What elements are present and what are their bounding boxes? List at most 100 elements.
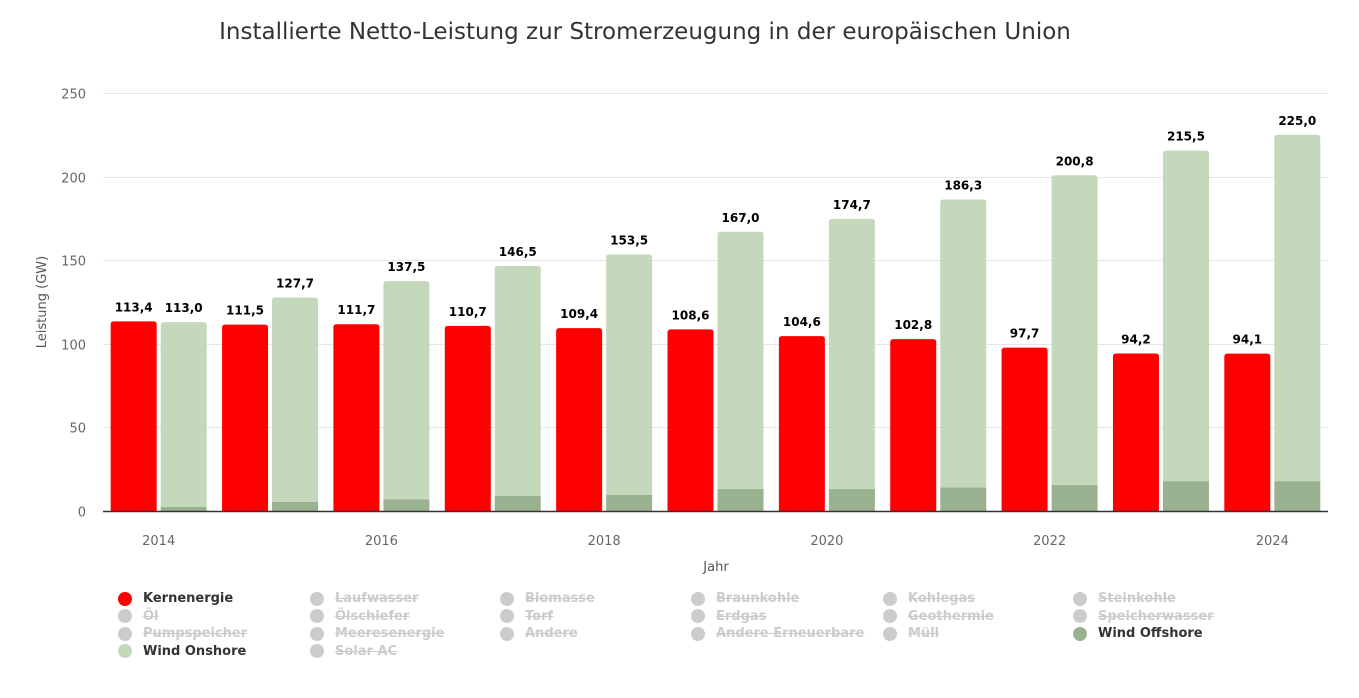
bar-wind-onshore [383, 281, 430, 500]
data-label-wind-total: 174,7 [833, 198, 871, 212]
bar-wind-offshore [1162, 481, 1209, 511]
bar-wind-offshore [940, 487, 987, 511]
legend-item-kernenergie[interactable]: Kernenergie [118, 590, 233, 607]
legend-item-laufwasser[interactable]: Laufwasser [310, 590, 418, 607]
bar-kernenergie [1224, 353, 1271, 511]
bar-kernenergie [667, 329, 714, 511]
data-label-wind-total: 153,5 [610, 233, 648, 247]
legend-marker-icon [500, 591, 514, 606]
bar-wind-onshore [1051, 175, 1098, 485]
y-tick-label: 250 [61, 88, 86, 103]
bar-wind-onshore [940, 199, 987, 488]
legend-item-öl[interactable]: Öl [118, 608, 159, 625]
legend-label: Andere [525, 626, 578, 641]
legend-item-torf[interactable]: Torf [500, 608, 553, 625]
legend-item-wind-onshore[interactable]: Wind Onshore [118, 643, 246, 660]
x-axis-title: Jahr [702, 560, 729, 575]
x-axis-ticks: 2014 2016 2018 2020 2022 2024 [142, 534, 1289, 549]
bar-wind-onshore [717, 231, 764, 489]
data-label-kernenergie: 94,1 [1233, 333, 1263, 347]
legend-marker-icon [1073, 609, 1087, 623]
data-labels: 113,4 113,0 111,5 127,7 111,7 137,5 110,7 146,5… [115, 114, 1317, 347]
bar-wind-offshore [828, 488, 875, 511]
bars [110, 134, 1321, 511]
legend-label: Braunkohle [716, 591, 800, 606]
legend-item-meeresenergie[interactable]: Meeresenergie [310, 625, 444, 642]
legend-marker-icon [118, 626, 132, 641]
legend-label: Kohlegas [908, 591, 976, 606]
legend-label: Pumpspeicher [143, 626, 248, 641]
legend-item-wind-offshore[interactable]: Wind Offshore [1073, 625, 1203, 642]
bar-kernenergie [890, 339, 937, 511]
legend-item-müll[interactable]: Müll [883, 625, 939, 642]
y-axis-title: Leistung (GW) [35, 256, 50, 348]
x-tick-label: 2018 [588, 534, 621, 549]
legend-marker-icon [118, 644, 132, 658]
data-label-kernenergie: 94,2 [1121, 332, 1151, 346]
legend-marker-icon [883, 591, 897, 606]
legend-marker-icon [691, 609, 705, 623]
data-label-kernenergie: 111,7 [337, 303, 375, 317]
x-tick-label: 2020 [810, 534, 843, 549]
bar-wind-offshore [494, 495, 541, 511]
y-tick-label: 200 [61, 172, 86, 187]
legend-label: Erdgas [716, 608, 767, 624]
data-label-wind-total: 127,7 [276, 276, 314, 290]
legend-item-biomasse[interactable]: Biomasse [500, 590, 595, 607]
chart-title: Installierte Netto-Leistung zur Stromerz… [219, 19, 1071, 45]
data-label-wind-total: 167,0 [722, 211, 760, 225]
bar-wind-onshore [1162, 150, 1209, 482]
bar-wind-offshore [717, 488, 764, 511]
legend-item-speicherwasser[interactable]: Speicherwasser [1073, 608, 1214, 625]
legend-item-pumpspeicher[interactable]: Pumpspeicher [118, 625, 247, 642]
legend-label: Wind Offshore [1098, 626, 1203, 641]
data-label-wind-total: 137,5 [387, 260, 425, 274]
legend-marker-icon [883, 626, 897, 641]
legend-label: Solar AC [335, 643, 398, 659]
data-label-kernenergie: 97,7 [1010, 327, 1040, 341]
x-tick-label: 2024 [1256, 534, 1289, 549]
legend-item-geothermie[interactable]: Geothermie [883, 608, 994, 625]
bar-wind-offshore [272, 501, 319, 511]
x-tick-label: 2014 [142, 534, 175, 549]
legend-label: Meeresenergie [335, 626, 445, 641]
bar-kernenergie [333, 324, 380, 511]
data-label-kernenergie: 102,8 [894, 318, 932, 332]
data-label-kernenergie: 109,4 [560, 307, 598, 321]
legend-label: Geothermie [908, 608, 994, 624]
bar-wind-offshore [383, 499, 430, 511]
y-tick-label: 150 [61, 255, 86, 270]
legend-marker-icon [500, 609, 514, 623]
data-label-wind-total: 200,8 [1056, 154, 1094, 168]
legend-item-erdgas[interactable]: Erdgas [691, 608, 766, 625]
bar-kernenergie [222, 324, 269, 511]
legend-marker-icon [1073, 591, 1087, 606]
legend-marker-icon [310, 591, 324, 606]
legend-item-solar-ac[interactable]: Solar AC [310, 643, 397, 660]
legend-marker-icon [691, 591, 705, 606]
x-tick-label: 2022 [1033, 534, 1066, 549]
legend-item-braunkohle[interactable]: Braunkohle [691, 590, 799, 607]
legend-item-steinkohle[interactable]: Steinkohle [1073, 590, 1176, 607]
legend-label: Torf [525, 608, 554, 624]
legend-marker-icon [500, 626, 514, 641]
legend-item-andere[interactable]: Andere [500, 625, 578, 642]
bar-wind-offshore [1051, 484, 1098, 511]
legend-item-kohlegas[interactable]: Kohlegas [883, 590, 975, 607]
data-label-wind-total: 225,0 [1278, 114, 1316, 128]
legend-label: Steinkohle [1098, 591, 1176, 606]
legend-item-ölschiefer[interactable]: Ölschiefer [310, 608, 409, 625]
y-tick-label: 50 [69, 422, 86, 437]
y-tick-label: 100 [61, 339, 86, 354]
legend-label: Müll [908, 626, 940, 641]
legend-label: Laufwasser [335, 591, 419, 606]
y-tick-label: 0 [78, 506, 86, 521]
data-label-kernenergie: 104,6 [783, 315, 821, 329]
legend-item-andere-erneuerbare[interactable]: Andere Erneuerbare [691, 625, 864, 642]
data-label-kernenergie: 108,6 [672, 308, 710, 322]
legend-marker-icon [118, 609, 132, 623]
bar-wind-onshore [160, 322, 207, 507]
bar-wind-onshore [606, 254, 653, 495]
legend-label: Öl [143, 608, 159, 624]
bar-kernenergie [110, 321, 157, 511]
